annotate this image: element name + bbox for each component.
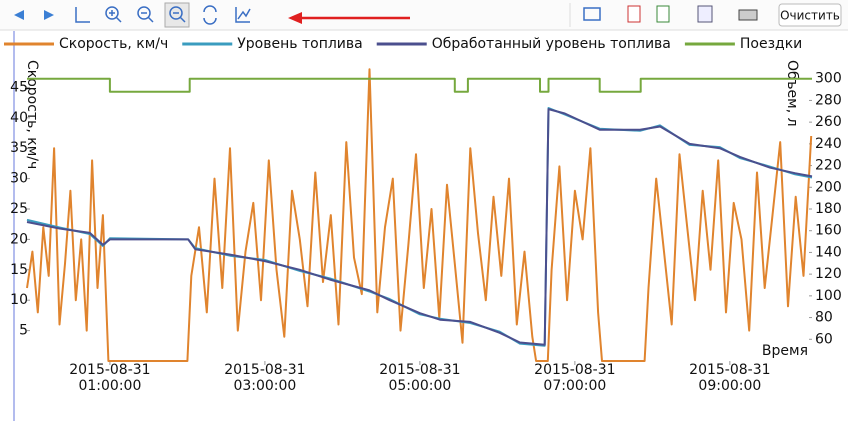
y2-tick-label: 100: [815, 288, 842, 304]
zoom-out-button[interactable]: [137, 6, 151, 20]
zoom-in-icon: [109, 10, 122, 23]
y-tick-label: 35: [10, 140, 28, 156]
zoom-out-icon: [141, 12, 154, 23]
x-tick-label: 2015-08-31 01:00:00: [69, 362, 150, 394]
legend-label: Уровень топлива: [237, 36, 362, 52]
y2-tick-label: 160: [815, 223, 842, 239]
y2-tick-label: 300: [815, 71, 842, 87]
y2-tick-label: 180: [815, 201, 842, 217]
y-tick-label: 10: [10, 292, 28, 308]
legend-label: Скорость, км/ч: [59, 36, 168, 52]
refresh-button[interactable]: [203, 5, 217, 25]
y2-tick-label: 220: [815, 158, 842, 174]
export-button[interactable]: [697, 5, 713, 23]
zoom-reset-icon: [169, 6, 183, 20]
x-axis-title: Время: [762, 343, 808, 359]
legend-label: Обработанный уровень топлива: [432, 36, 671, 52]
y-tick-label: 5: [19, 323, 28, 339]
x-tick-label: 2015-08-31 05:00:00: [379, 362, 460, 394]
x-tick-label: 2015-08-31 07:00:00: [534, 362, 615, 394]
legend-label: Поездки: [740, 36, 802, 52]
y-tick-label: 30: [10, 171, 28, 187]
y2-tick-label: 280: [815, 92, 842, 108]
print-button[interactable]: [738, 9, 758, 21]
y-tick-label: 40: [10, 110, 28, 126]
book-button[interactable]: [583, 7, 601, 21]
y2-tick-label: 260: [815, 114, 842, 130]
clear-button-label[interactable]: Очистить: [780, 9, 840, 23]
prev-button[interactable]: [14, 10, 24, 20]
y2-tick-label: 200: [815, 179, 842, 195]
y2-tick-label: 80: [815, 310, 833, 326]
y2-axis-title: Объем, л: [784, 60, 800, 127]
excel-button[interactable]: [656, 5, 670, 23]
zoom-in-button[interactable]: [105, 6, 119, 20]
x-tick-label: 2015-08-31 03:00:00: [224, 362, 305, 394]
chart-button[interactable]: [235, 7, 251, 23]
toolbar: Очистить: [0, 0, 848, 31]
x-tick-label: 2015-08-31 09:00:00: [689, 362, 770, 394]
y-scale-button[interactable]: [75, 7, 90, 23]
y-tick-label: 25: [10, 201, 28, 217]
y2-tick-label: 240: [815, 136, 842, 152]
y-tick-label: 45: [10, 79, 28, 95]
y2-tick-label: 60: [815, 331, 833, 347]
y2-tick-label: 120: [815, 266, 842, 282]
series-line: [26, 108, 813, 346]
next-button[interactable]: [44, 10, 54, 20]
y-tick-label: 20: [10, 231, 28, 247]
annotation-arrow-head: [288, 12, 302, 24]
series-line: [27, 77, 812, 93]
series-line: [26, 68, 813, 362]
clear-button[interactable]: [778, 3, 842, 27]
y2-tick-label: 140: [815, 244, 842, 260]
y-tick-label: 15: [10, 262, 28, 278]
zoom-reset-icon: [173, 12, 186, 23]
toolbar-bg: [0, 0, 848, 30]
pdf-button[interactable]: [627, 5, 641, 23]
